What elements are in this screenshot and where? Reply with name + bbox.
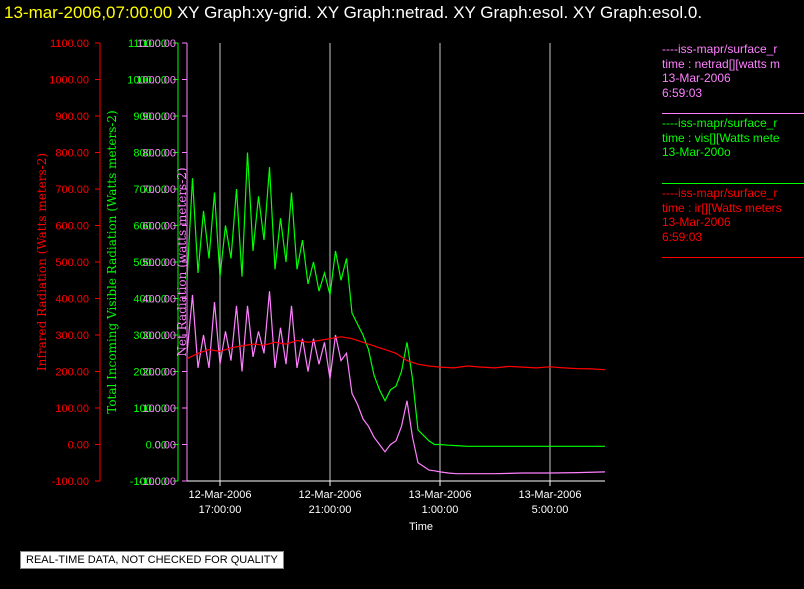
y-tick-label-2-3: 200.00 xyxy=(142,367,176,379)
header-timestamp: 13-mar-2006,07:00:00 xyxy=(4,3,173,22)
legend-separator xyxy=(662,257,804,258)
y-tick-label-0-11: 1000.00 xyxy=(49,75,89,87)
legend-line: time : netrad[][watts m xyxy=(662,56,781,71)
y-tick-label-0-0: -100.00 xyxy=(52,476,89,488)
series-line-vis xyxy=(186,152,605,447)
x-tick-date-0: 12-Mar-2006 xyxy=(189,489,252,501)
legend-line: 6:59:03 xyxy=(662,85,703,100)
y-tick-label-0-12: 1100.00 xyxy=(50,38,89,50)
y-tick-label-2-1: 0.00 xyxy=(155,440,176,452)
y-tick-label-2-9: 800.00 xyxy=(142,148,176,160)
legend-line: 13-Mar-2006 xyxy=(662,215,731,229)
y-tick-label-0-2: 100.00 xyxy=(55,403,89,415)
legend-separator xyxy=(662,183,804,184)
y-tick-label-0-7: 600.00 xyxy=(55,221,89,233)
y-tick-label-0-10: 900.00 xyxy=(55,111,89,123)
y-tick-label-2-7: 600.00 xyxy=(142,221,176,233)
legend-line: 13-Mar-2006 xyxy=(662,71,731,85)
chart-header: 13-mar-2006,07:00:00 XY Graph:xy-grid. X… xyxy=(4,2,702,24)
x-tick-date-2: 13-Mar-2006 xyxy=(409,489,472,501)
legend-separator xyxy=(662,113,804,114)
y-tick-label-0-8: 700.00 xyxy=(55,184,89,196)
x-axis-title: Time xyxy=(409,521,433,533)
y-tick-label-2-11: 1000.00 xyxy=(136,75,176,87)
y-tick-label-2-6: 500.00 xyxy=(142,257,176,269)
legend-entry-1: ----iss-mapr/surface_r time : vis[][Watts… xyxy=(662,116,804,160)
y-tick-label-1-0: -100.00 xyxy=(130,476,167,488)
y-tick-label-1-4: 300.00 xyxy=(133,330,167,342)
y-tick-label-2-5: 400.00 xyxy=(142,294,176,306)
y-tick-label-1-9: 800.00 xyxy=(133,148,167,160)
y-tick-label-2-4: 300.00 xyxy=(142,330,176,342)
y-tick-label-1-3: 200.00 xyxy=(133,367,167,379)
y-tick-label-1-7: 600.00 xyxy=(133,221,167,233)
legend-line: ----iss-mapr/surface_r xyxy=(662,186,778,200)
legend-entry-2: ----iss-mapr/surface_r time : ir[][Watts … xyxy=(662,186,804,244)
y-tick-label-0-1: 0.00 xyxy=(68,440,89,452)
y-tick-label-1-1: 0.00 xyxy=(146,440,167,452)
header-graph-names: XY Graph:xy-grid. XY Graph:netrad. XY Gr… xyxy=(176,3,703,22)
y-tick-label-2-10: 900.00 xyxy=(142,111,176,123)
quality-notice: REAL-TIME DATA, NOT CHECKED FOR QUALITY xyxy=(20,551,284,569)
legend-line: time : ir[][Watts meters xyxy=(662,200,782,215)
y-tick-label-2-2: 100.00 xyxy=(142,403,176,415)
x-tick-time-2: 1:00:00 xyxy=(422,504,459,516)
y-tick-label-1-8: 700.00 xyxy=(133,184,167,196)
y-tick-label-2-0: -100.00 xyxy=(139,476,176,488)
x-tick-time-3: 5:00:00 xyxy=(532,504,569,516)
series-line-net xyxy=(186,291,606,475)
legend-line: 6:59:03 xyxy=(662,229,703,244)
y-tick-label-0-3: 200.00 xyxy=(55,367,89,379)
legend-entry-0: ----iss-mapr/surface_r time : netrad[][wa… xyxy=(662,42,804,100)
y-tick-label-1-6: 500.00 xyxy=(133,257,167,269)
y-tick-label-0-5: 400.00 xyxy=(55,294,89,306)
y-tick-label-1-10: 900.00 xyxy=(133,111,167,123)
legend-line: ----iss-mapr/surface_r xyxy=(662,42,778,56)
y-tick-label-2-12: 1100.00 xyxy=(137,38,176,50)
legend-line: 13-Mar-200o xyxy=(662,145,731,159)
legend-line: time : vis[][Watts mete xyxy=(662,130,780,145)
x-tick-date-1: 12-Mar-2006 xyxy=(299,489,362,501)
x-tick-time-0: 17:00:00 xyxy=(199,504,242,516)
y-tick-label-0-4: 300.00 xyxy=(55,330,89,342)
x-tick-date-3: 13-Mar-2006 xyxy=(519,489,582,501)
y-axis-title-2: Net Radiation (watts meters-2) xyxy=(175,167,189,356)
x-tick-time-1: 21:00:00 xyxy=(309,504,352,516)
y-tick-label-2-8: 700.00 xyxy=(142,184,176,196)
y-tick-label-1-12: 1100.00 xyxy=(128,38,167,50)
y-tick-label-0-9: 800.00 xyxy=(55,148,89,160)
legend-line: ----iss-mapr/surface_r xyxy=(662,116,778,130)
y-axis-title-1: Total Incoming Visible Radiation (Watts … xyxy=(105,110,119,414)
y-tick-label-0-6: 500.00 xyxy=(55,257,89,269)
y-tick-label-1-2: 100.00 xyxy=(133,403,167,415)
series-line-ir xyxy=(186,336,606,371)
y-tick-label-1-11: 1000.00 xyxy=(127,75,167,87)
y-axis-title-0: Infrared Radiation (Watts meters-2) xyxy=(35,153,49,371)
y-tick-label-1-5: 400.00 xyxy=(133,294,167,306)
